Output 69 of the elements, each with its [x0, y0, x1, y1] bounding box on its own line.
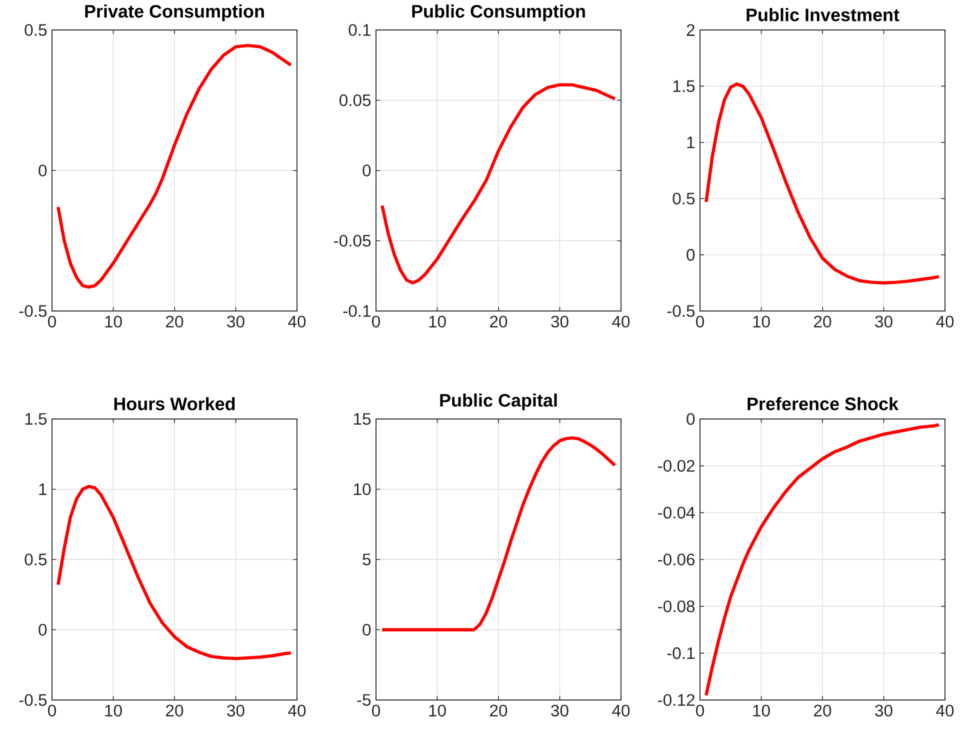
y-tick-label: 0	[38, 624, 47, 636]
y-tick-label: 0.5	[24, 554, 47, 566]
x-tick-label: 20	[814, 316, 832, 328]
x-tick-label: 0	[696, 316, 704, 328]
y-tick-label: -0.1	[343, 305, 370, 317]
y-tick-label: -0.06	[658, 554, 695, 566]
y-tick-label: 0	[686, 413, 695, 425]
chart-title: Preference Shock	[748, 397, 899, 410]
x-tick-label: 0	[696, 704, 704, 717]
x-tick-label: 40	[288, 704, 306, 717]
x-tick-label: 10	[753, 316, 770, 328]
y-tick-label: 0.5	[672, 192, 695, 204]
x-tick-label: 10	[105, 704, 122, 717]
y-tick-label: 1.5	[25, 413, 47, 425]
chart-title: Private Consumption	[85, 4, 264, 22]
y-tick-label: 0	[38, 164, 47, 176]
y-tick-label: 2	[686, 24, 694, 36]
chart-title: Hours Worked	[114, 397, 235, 410]
x-tick-label: 20	[490, 316, 508, 328]
line-series	[380, 83, 616, 284]
y-tick-label: 1	[687, 136, 694, 148]
y-tick-label: 15	[354, 413, 371, 425]
chart-title: Public Capital	[440, 394, 557, 410]
x-tick-label: 0	[48, 316, 56, 328]
x-tick-label: 10	[429, 704, 446, 717]
x-tick-label: 40	[612, 316, 630, 328]
y-tick-label: 0.05	[340, 94, 371, 106]
y-tick-label: -0.1	[667, 647, 694, 660]
y-tick-label: -0.5	[667, 305, 695, 317]
y-tick-label: 1	[39, 484, 46, 495]
line-series	[704, 82, 940, 284]
y-tick-label: 0	[686, 248, 695, 261]
x-tick-label: 30	[551, 704, 568, 717]
y-tick-label: 0.5	[24, 24, 47, 36]
x-tick-label: 30	[875, 316, 892, 328]
y-tick-label: -0.04	[658, 506, 695, 519]
x-tick-label: 30	[227, 704, 244, 717]
x-tick-label: 10	[429, 316, 446, 328]
x-tick-label: 40	[612, 704, 630, 717]
y-tick-label: -0.08	[658, 600, 695, 612]
chart-title: Public Investment	[746, 8, 900, 22]
x-tick-label: 20	[814, 704, 832, 717]
x-tick-label: 40	[288, 316, 306, 328]
chart-title: Public Consumption	[412, 4, 585, 22]
y-tick-label: -0.02	[658, 460, 694, 472]
x-tick-label: 30	[875, 704, 892, 717]
y-tick-label: -0.5	[19, 305, 47, 317]
x-tick-label: 0	[48, 704, 56, 717]
x-tick-label: 40	[936, 704, 954, 717]
y-tick-label: 10	[354, 483, 371, 496]
x-tick-label: 10	[753, 704, 770, 717]
x-tick-label: 10	[105, 316, 122, 328]
y-tick-label: -0.5	[19, 694, 47, 706]
x-tick-label: 30	[227, 316, 244, 328]
y-tick-label: 5	[362, 554, 371, 566]
y-tick-label: 0	[362, 164, 371, 176]
y-tick-label: -0.05	[334, 234, 371, 247]
x-tick-label: 20	[490, 704, 508, 717]
x-tick-label: 0	[372, 316, 380, 328]
y-tick-label: 1.5	[673, 80, 695, 92]
y-tick-label: -5	[357, 694, 371, 706]
x-tick-label: 20	[166, 704, 184, 717]
x-tick-label: 40	[936, 316, 954, 328]
x-tick-label: 0	[372, 704, 380, 717]
y-tick-label: -0.12	[658, 694, 694, 706]
y-tick-label: 0	[362, 624, 371, 636]
x-tick-label: 30	[551, 316, 568, 328]
x-tick-label: 20	[166, 316, 184, 328]
y-tick-label: 0.1	[348, 24, 370, 36]
